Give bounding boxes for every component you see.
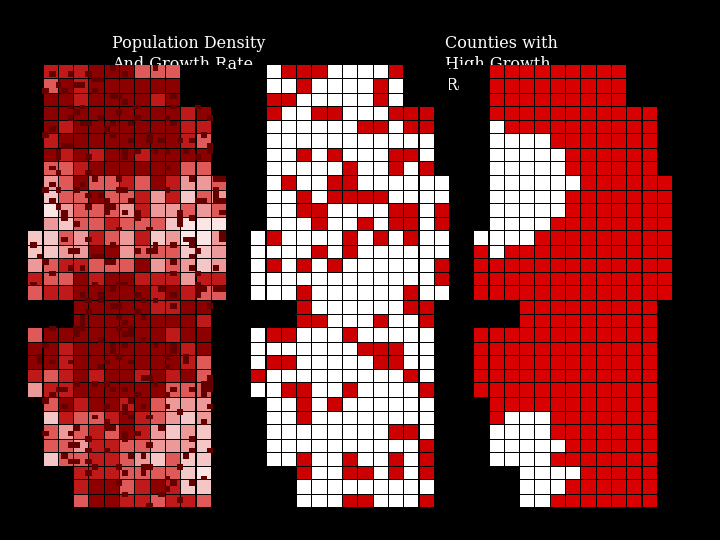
Text: Population Density
And Growth Rate
Distributions: Population Density And Growth Rate Distr… — [112, 35, 265, 94]
Text: Counties with
High Growth
Rates: Counties with High Growth Rates — [445, 35, 558, 94]
